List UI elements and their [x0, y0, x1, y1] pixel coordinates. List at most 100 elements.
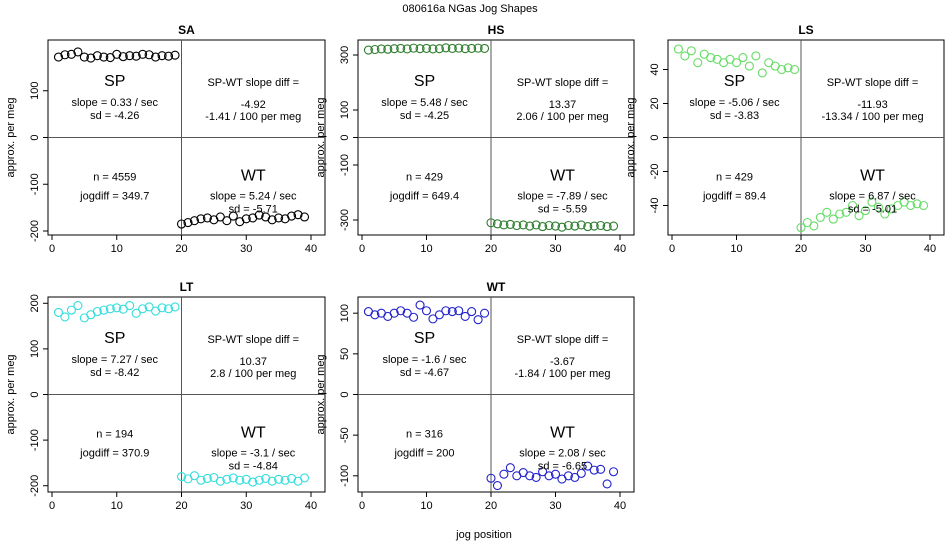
- sp-point: [751, 51, 761, 61]
- sp-point: [73, 301, 83, 311]
- sp-point: [673, 44, 684, 54]
- y-axis-label: approx. per meg: [315, 354, 327, 434]
- y-tick-label: -100: [29, 429, 41, 451]
- wt-point: [583, 461, 593, 471]
- sp-point: [164, 51, 174, 61]
- slope-diff-value: -3.67: [550, 356, 575, 368]
- y-tick-label: -300: [339, 209, 351, 231]
- sp-point: [131, 51, 141, 61]
- wt-point: [602, 222, 612, 232]
- wt-point: [860, 206, 871, 216]
- sp-point: [144, 302, 154, 312]
- sp-point: [777, 64, 787, 75]
- sp-point: [479, 43, 490, 53]
- wt-point: [241, 214, 251, 224]
- sp-point: [757, 68, 767, 78]
- slope-diff-per-meg: 2.06 / 100 per meg: [516, 111, 608, 123]
- wt-point: [918, 200, 929, 211]
- wt-label: WT: [860, 167, 885, 184]
- wt-point: [583, 222, 593, 232]
- x-tick-label: 0: [669, 243, 675, 255]
- wt-point: [176, 219, 187, 229]
- wt-point: [189, 216, 199, 226]
- wt-point: [299, 212, 310, 222]
- slope-diff-title: SP-WT slope diff =: [207, 334, 299, 346]
- n-count: n = 429: [716, 171, 753, 183]
- y-axis-label: approx. per meg: [5, 354, 17, 434]
- sp-point: [157, 51, 167, 61]
- sp-point: [693, 58, 703, 68]
- sp-slope: slope = 0.33 / sec: [71, 97, 158, 109]
- sp-point: [138, 304, 148, 314]
- sp-point: [66, 305, 76, 315]
- wt-point: [248, 477, 258, 487]
- sp-point: [370, 310, 380, 320]
- sp-point: [53, 52, 64, 62]
- panel-title: LS: [798, 23, 813, 37]
- sp-point: [363, 45, 374, 55]
- figure-xlabel: jog position: [455, 529, 512, 541]
- wt-point: [222, 474, 232, 484]
- wt-point: [287, 211, 297, 221]
- sp-point: [86, 53, 96, 63]
- x-tick-label: 30: [240, 500, 252, 512]
- sp-point: [99, 305, 109, 315]
- sp-point: [428, 44, 438, 54]
- x-tick-label: 30: [859, 243, 871, 255]
- figure-title: 080616a NGas Jog Shapes: [402, 3, 538, 15]
- wt-point: [848, 200, 858, 211]
- panel-lt: LT approx. per meg 0 10 20 30 40 -200 -100 0 100 20…: [5, 280, 326, 512]
- sp-label: SP: [104, 73, 125, 90]
- x-tick-label: 30: [240, 243, 252, 255]
- sp-point: [744, 61, 754, 71]
- y-tick-label: 0: [339, 391, 351, 397]
- n-count: n = 429: [406, 171, 443, 183]
- jogdiff: jogdiff = 200: [393, 447, 454, 459]
- x-tick-label: 40: [924, 243, 936, 255]
- wt-point: [196, 475, 206, 485]
- sp-point: [402, 44, 412, 54]
- x-tick-label: 0: [359, 243, 365, 255]
- sp-point: [118, 52, 128, 62]
- wt-sd: sd = -6.65: [538, 460, 587, 472]
- sp-point: [125, 51, 135, 61]
- sp-sd: sd = -8.42: [90, 367, 139, 379]
- wt-point: [550, 469, 561, 479]
- wt-point: [809, 221, 819, 231]
- y-axis-label: approx. per meg: [5, 97, 17, 177]
- panel-ls: LS approx. per meg 0 10 20 30 40 -40 -20 0 20 40 SP s…: [625, 23, 945, 255]
- wt-point: [608, 467, 619, 477]
- wt-sd: sd = -5.59: [538, 203, 587, 215]
- wt-point: [499, 220, 509, 230]
- wt-point: [274, 474, 284, 484]
- sp-point: [112, 303, 122, 313]
- x-tick-label: 40: [305, 500, 317, 512]
- sp-point: [467, 43, 477, 53]
- sp-point: [170, 50, 180, 60]
- wt-point: [867, 197, 877, 207]
- wt-point: [589, 465, 599, 475]
- jogdiff: jogdiff = 649.4: [389, 190, 459, 202]
- sp-point: [415, 44, 425, 54]
- sp-point: [479, 308, 490, 318]
- wt-point: [563, 220, 573, 231]
- sp-slope: slope = 5.48 / sec: [381, 97, 468, 109]
- y-tick-label: -50: [339, 427, 351, 443]
- y-tick-label: -100: [339, 465, 351, 487]
- wt-label: WT: [241, 424, 266, 441]
- y-tick-label: -200: [29, 475, 41, 497]
- wt-point: [538, 467, 548, 477]
- wt-point: [596, 220, 606, 231]
- slope-diff-title: SP-WT slope diff =: [827, 77, 919, 89]
- slope-diff-value: 10.37: [239, 356, 267, 368]
- sp-sd: sd = -3.83: [710, 110, 759, 122]
- slope-diff-title: SP-WT slope diff =: [517, 334, 609, 346]
- sp-point: [731, 58, 742, 68]
- sp-point: [170, 302, 180, 312]
- y-tick-label: -40: [649, 198, 661, 214]
- wt-point: [196, 214, 206, 224]
- sp-sd: sd = -4.25: [400, 110, 449, 122]
- sp-point: [105, 304, 115, 314]
